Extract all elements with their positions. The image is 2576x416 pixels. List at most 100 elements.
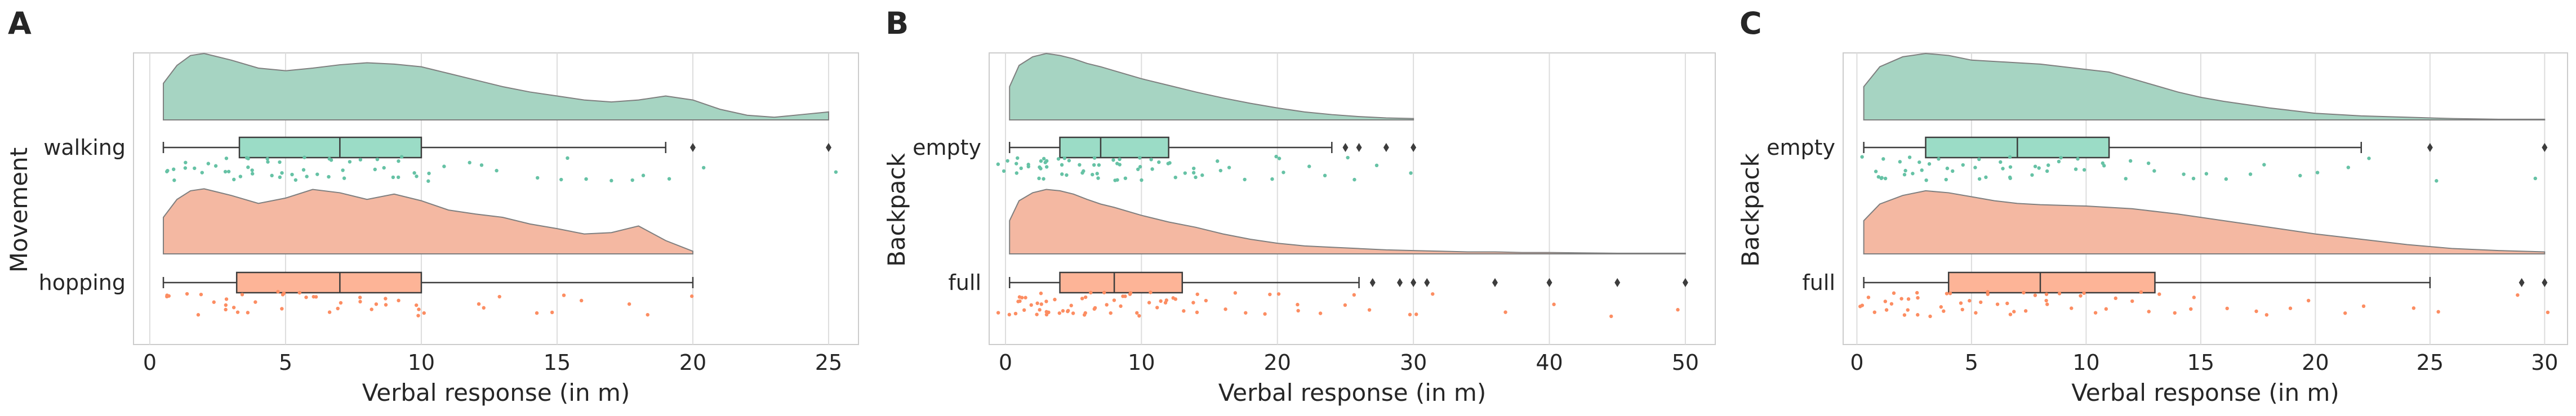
data-point xyxy=(1191,166,1196,171)
density-cloud-empty xyxy=(1009,52,1414,120)
x-tick-label: 10 xyxy=(2072,350,2099,375)
data-point xyxy=(1007,312,1011,317)
data-point xyxy=(1097,163,1101,167)
x-tick-label: 40 xyxy=(1536,350,1563,375)
data-point xyxy=(1215,159,1220,163)
data-point xyxy=(1150,167,1154,171)
data-point xyxy=(1105,303,1109,307)
outlier-marker xyxy=(1492,278,1498,287)
data-point xyxy=(1118,157,1122,162)
data-point xyxy=(1038,308,1042,312)
data-point xyxy=(630,178,634,182)
data-point xyxy=(391,175,395,180)
data-point xyxy=(2037,166,2041,170)
data-point xyxy=(442,164,446,168)
data-point xyxy=(1022,308,1026,312)
x-tick-label: 5 xyxy=(1965,350,1978,375)
data-point xyxy=(1159,299,1163,303)
x-axis-label: Verbal response (in m) xyxy=(362,379,630,406)
data-point xyxy=(282,291,286,296)
data-point xyxy=(382,165,386,170)
data-point xyxy=(1307,164,1311,168)
data-point xyxy=(1906,297,1911,301)
data-point xyxy=(1876,175,1881,179)
y-tick-label: full xyxy=(1802,270,1835,295)
x-tick-label: 0 xyxy=(143,350,157,375)
outlier-marker xyxy=(689,143,696,152)
outlier-marker xyxy=(1546,278,1552,287)
data-point xyxy=(2045,302,2049,306)
data-point xyxy=(399,155,404,159)
data-point xyxy=(1020,296,1024,299)
data-point xyxy=(1149,158,1153,162)
data-point xyxy=(1057,311,1061,315)
y-tick-label: full xyxy=(948,270,981,295)
data-point xyxy=(535,311,539,315)
data-point xyxy=(1109,311,1113,315)
outlier-marker xyxy=(1383,143,1389,152)
data-point xyxy=(1194,175,1198,180)
data-point xyxy=(193,166,197,171)
data-point xyxy=(1224,307,1227,311)
data-point xyxy=(1024,296,1027,299)
data-point xyxy=(2057,159,2061,164)
density-cloud-walking xyxy=(163,52,829,120)
data-point xyxy=(1858,305,1862,308)
data-point xyxy=(1047,310,1051,315)
data-point xyxy=(1013,311,1018,316)
data-point xyxy=(2005,301,2009,306)
data-point xyxy=(1157,160,1161,164)
data-point xyxy=(276,289,280,294)
data-point xyxy=(2030,173,2034,177)
data-point xyxy=(2248,172,2253,176)
data-point xyxy=(172,167,176,171)
data-point xyxy=(1884,308,1889,312)
data-point xyxy=(2128,159,2133,163)
data-point xyxy=(265,157,269,161)
data-point xyxy=(1902,313,1907,317)
data-point xyxy=(1318,311,1323,315)
data-point xyxy=(1166,162,1170,165)
data-point xyxy=(701,165,706,170)
data-point xyxy=(1296,302,1300,307)
data-point xyxy=(1015,162,1018,165)
data-point xyxy=(1979,300,1983,305)
data-point xyxy=(1163,301,1168,305)
data-point xyxy=(1866,296,1871,299)
data-point xyxy=(2533,176,2537,181)
data-point xyxy=(238,175,243,178)
data-point xyxy=(1860,155,1864,159)
data-point xyxy=(1915,290,1919,295)
data-point xyxy=(1062,156,1067,160)
data-point xyxy=(1060,172,1064,176)
y-tick-label: empty xyxy=(1767,135,1835,160)
data-point xyxy=(1973,165,1977,169)
data-point xyxy=(2076,157,2080,161)
data-point xyxy=(348,160,352,164)
data-point xyxy=(2139,290,2143,294)
panel-label: A xyxy=(8,6,32,41)
data-point xyxy=(1999,160,2003,164)
data-point xyxy=(1060,163,1064,167)
data-point xyxy=(172,178,176,182)
data-point xyxy=(1343,303,1347,307)
data-point xyxy=(1155,306,1159,310)
data-point xyxy=(384,303,388,307)
data-point xyxy=(2044,292,2049,296)
data-point xyxy=(396,175,401,180)
data-point xyxy=(1035,301,1039,305)
x-tick-label: 20 xyxy=(2302,350,2329,375)
data-point xyxy=(1200,173,1204,177)
data-point xyxy=(397,159,401,163)
data-point xyxy=(1138,156,1142,160)
panel-c: 0 5 10 15 20 25 30 C Verbal response (in m) Backp… xyxy=(1737,6,2568,406)
data-point xyxy=(414,303,419,307)
data-point xyxy=(1903,168,1907,173)
data-point xyxy=(1431,292,1435,296)
outlier-marker xyxy=(825,143,831,152)
data-point xyxy=(2191,176,2196,181)
data-point xyxy=(1135,311,1139,315)
data-point xyxy=(2074,167,2078,171)
data-point xyxy=(2343,311,2347,315)
data-point xyxy=(2225,306,2229,311)
